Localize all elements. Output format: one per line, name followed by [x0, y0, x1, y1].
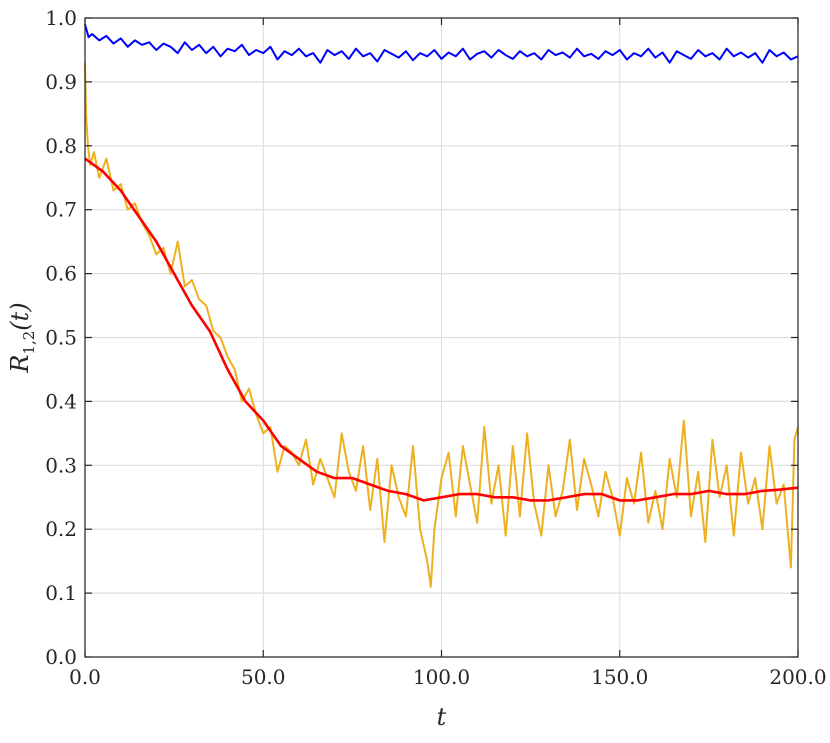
y-tick-label: 0.8 [45, 134, 77, 158]
y-tick-label: 0.3 [45, 453, 77, 477]
y-axis-label-arg: (t) [6, 302, 34, 330]
series-line-3 [84, 24, 799, 64]
series-line-2 [84, 157, 799, 502]
x-tick-label: 50.0 [241, 665, 286, 689]
y-axis-label: R1,2(t) [6, 302, 38, 373]
y-tick-label: 0.5 [45, 326, 77, 350]
y-tick-label: 1.0 [45, 6, 77, 30]
axis-ticks: 0.0 50.0 100.0 150.0 200.0 0.0 0.1 0.2 0.3 0.4 0.5… [45, 6, 826, 689]
x-axis-label: t [437, 703, 447, 731]
x-tick-label: 200.0 [769, 665, 826, 689]
y-axis-label-main: R [6, 355, 34, 374]
y-axis-label-sub: 1,2 [20, 331, 38, 355]
y-tick-label: 0.9 [45, 70, 77, 94]
x-tick-label: 100.0 [413, 665, 470, 689]
y-tick-label: 0.4 [45, 389, 77, 413]
y-tick-label: 0.7 [45, 198, 77, 222]
x-tick-label: 0.0 [69, 665, 101, 689]
series-group [84, 24, 799, 588]
y-tick-label: 0.1 [45, 581, 77, 605]
x-tick-label: 150.0 [591, 665, 648, 689]
y-tick-label: 0.0 [45, 645, 77, 669]
series-line-1 [84, 62, 799, 588]
y-tick-label: 0.6 [45, 262, 77, 286]
y-tick-label: 0.2 [45, 517, 77, 541]
